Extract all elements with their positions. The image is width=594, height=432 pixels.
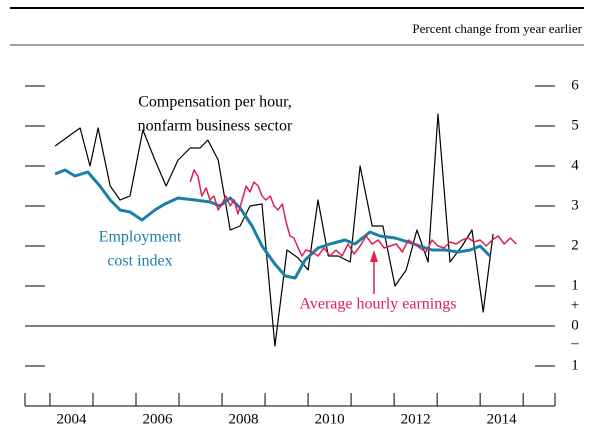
x-tick-label: 2012 [401,411,431,427]
arrow-head [370,250,378,262]
series-label: Compensation per hour, [138,94,292,111]
y-tick-label: 4 [571,157,579,173]
series-line [54,168,492,280]
y-tick-label: 5 [571,117,579,133]
series-label: Employment [99,229,182,246]
x-tick-label: 2010 [315,411,345,427]
x-tick-label: 2004 [56,411,87,427]
y-tick-label: 3 [571,197,579,213]
x-tick-label: 2014 [487,411,518,427]
series-line [189,169,517,257]
subtitle: Percent change from year earlier [412,21,582,36]
y-tick-label: 2 [571,237,579,253]
series-label: Average hourly earnings [300,296,457,313]
sign: + [571,297,579,313]
y-tick-label: 1 [571,357,579,373]
sign: – [570,335,579,351]
y-tick-label: 6 [571,77,579,93]
y-tick-label: 1 [571,277,579,293]
series-label: cost index [107,253,172,270]
x-tick-label: 2008 [229,411,259,427]
y-tick-label: 0 [571,317,579,333]
series-label: nonfarm business sector [138,118,293,135]
x-tick-label: 2006 [143,411,174,427]
